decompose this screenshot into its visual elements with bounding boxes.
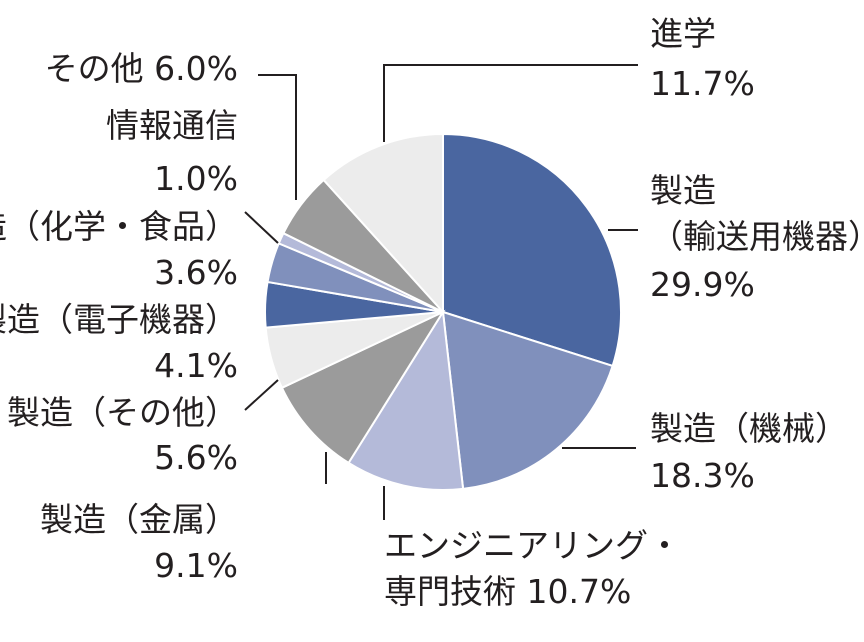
slice-label-1: 製造（機械）	[650, 409, 848, 448]
slice-labels: 製造 （輸送用機器） 29.9% 製造（機械） 18.3% エンジニアリング・専門技術 1…	[0, 14, 864, 611]
slice-label-3: 製造（金属）	[40, 500, 238, 539]
slice-value-5: 4.1%	[154, 346, 238, 385]
slice-label-value-2: 専門技術 10.7%	[384, 572, 631, 611]
pie-slice-2	[347, 309, 465, 491]
slice-label-7: 情報通信	[106, 106, 238, 145]
pie-slice-9	[322, 132, 444, 315]
slice-label-4: 製造（その他）	[7, 393, 238, 432]
pie-slice-0	[442, 132, 622, 368]
slice-label-5: 製造（電子機器）	[0, 300, 238, 339]
slice-label-2: エンジニアリング・	[384, 526, 681, 565]
leader-line-8	[258, 74, 297, 200]
slice-value-1: 18.3%	[650, 456, 755, 495]
slice-value-3: 9.1%	[154, 546, 238, 585]
slice-value-9: 11.7%	[650, 64, 755, 103]
slice-label-9: 進学	[650, 14, 716, 53]
slice-label-0: （輸送用機器）	[650, 217, 864, 256]
slice-value-0: 29.9%	[650, 265, 755, 304]
pie-slices	[264, 132, 622, 491]
slice-label-6: 製造（化学・食品）	[0, 207, 238, 246]
leader-line-4	[244, 379, 279, 411]
leader-lines	[244, 64, 638, 520]
leader-line-7	[244, 211, 279, 244]
slice-label-0: 製造	[650, 171, 716, 210]
slice-value-4: 5.6%	[154, 438, 238, 477]
slice-label-value-8: その他 6.0%	[45, 49, 238, 88]
slice-value-6: 3.6%	[154, 253, 238, 292]
pie-slice-1	[441, 310, 614, 490]
slice-value-7: 1.0%	[154, 159, 238, 198]
pie-slice-3	[280, 309, 446, 465]
leader-line-9	[383, 64, 638, 142]
